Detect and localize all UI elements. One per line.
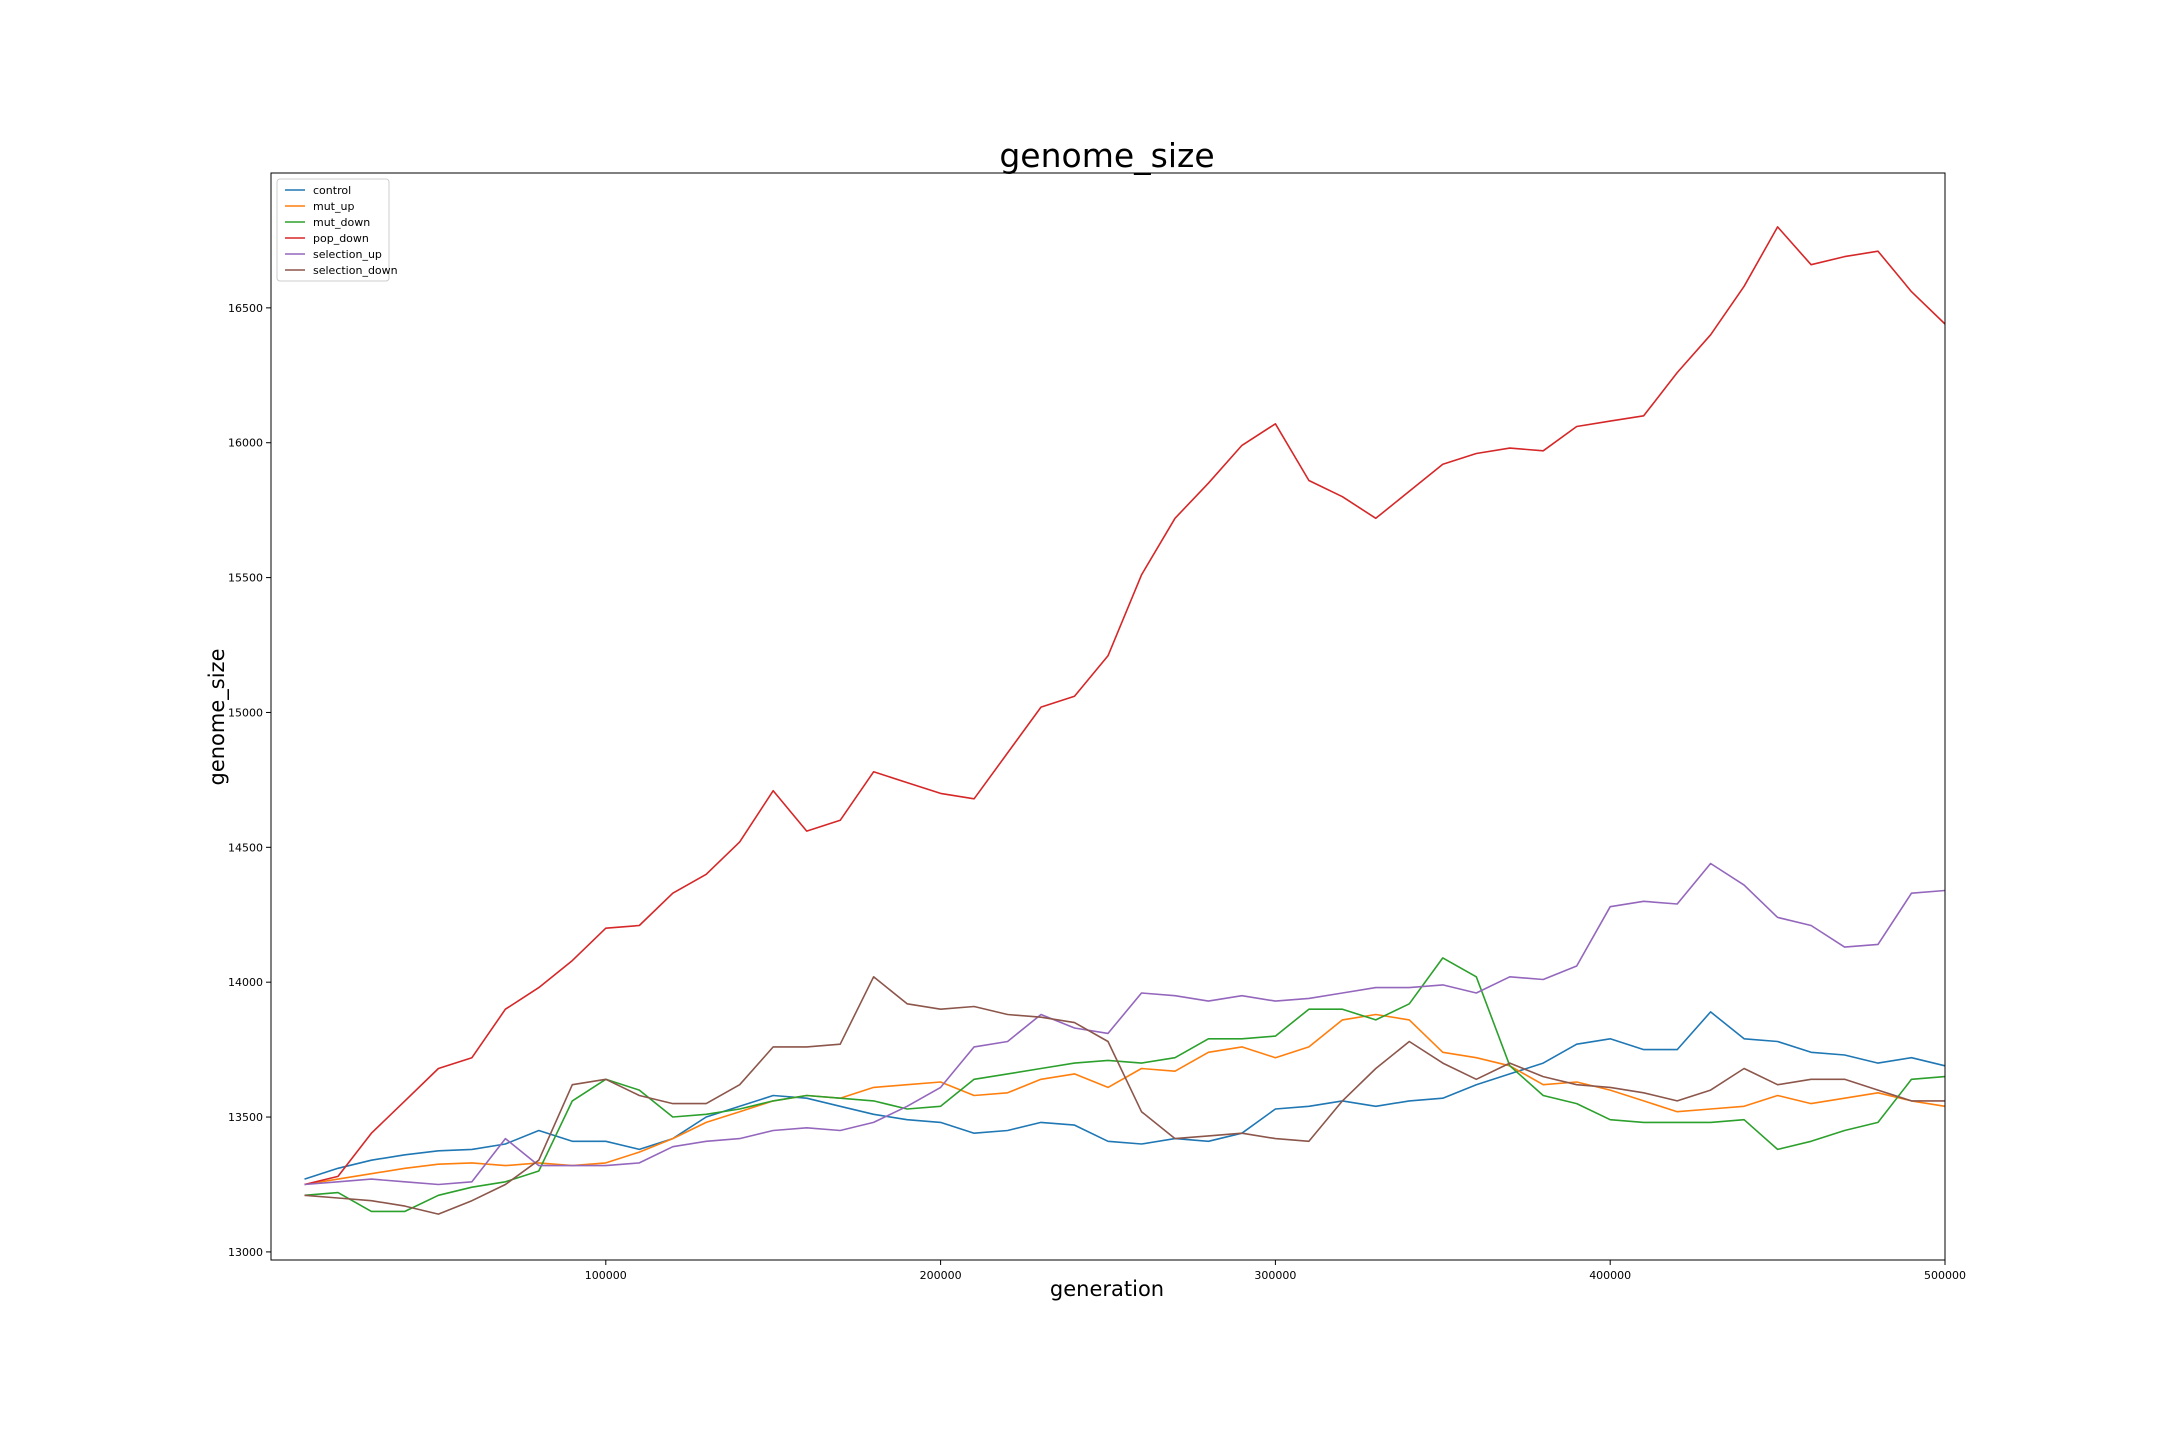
series-line-selection-down (304, 975, 1945, 1215)
legend-label-mut-up: mut_up (313, 200, 354, 213)
y-tick-label: 15500 (228, 572, 263, 585)
y-tick-label: 16500 (228, 302, 263, 315)
plot-lines (304, 226, 1946, 1215)
x-tick-label: 300000 (1254, 1269, 1296, 1282)
y-axis: 13000 13500 14000 14500 15000 15500 16000 16500 (228, 302, 271, 1259)
x-tick-label: 100000 (585, 1269, 627, 1282)
y-tick-label: 13500 (228, 1111, 263, 1124)
series-line-control (304, 1011, 1946, 1180)
chart-title: genome_size (999, 136, 1214, 175)
series-line-mut-down (304, 957, 1946, 1213)
y-tick-label: 15000 (228, 706, 263, 719)
x-axis-label: generation (1050, 1277, 1164, 1301)
series-line-selection-up (304, 862, 1946, 1186)
y-tick-label: 16000 (228, 437, 263, 450)
series-line-pop-down (304, 226, 1946, 1186)
legend-label-selection-down: selection_down (313, 264, 398, 277)
y-tick-label: 14000 (228, 976, 263, 989)
legend-label-pop-down: pop_down (313, 232, 369, 245)
legend: control mut_up mut_down pop_down selection_u… (276, 178, 398, 282)
x-axis: 100000 200000 300000 400000 500000 (585, 1260, 1966, 1282)
x-tick-label: 500000 (1924, 1269, 1966, 1282)
legend-box (276, 178, 390, 282)
y-tick-label: 13000 (228, 1246, 263, 1259)
y-tick-label: 14500 (228, 841, 263, 854)
legend-label-selection-up: selection_up (313, 248, 382, 261)
x-tick-label: 200000 (920, 1269, 962, 1282)
legend-label-mut-down: mut_down (313, 216, 370, 229)
plot-frame (270, 172, 1946, 1261)
x-tick-label: 400000 (1589, 1269, 1631, 1282)
legend-label-control: control (313, 184, 351, 197)
y-axis-label: genome_size (205, 648, 230, 785)
